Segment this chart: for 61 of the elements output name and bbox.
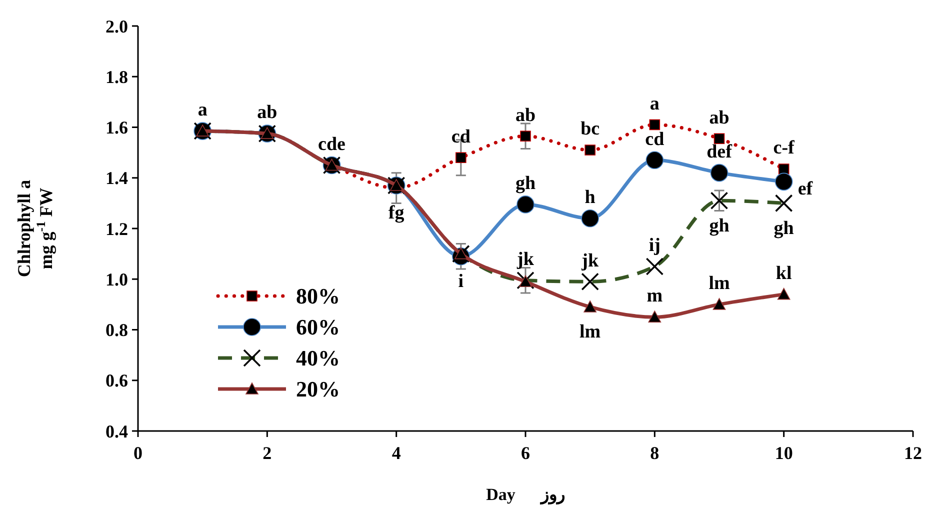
x-axis-title: Day روز xyxy=(486,485,565,505)
legend-label: 20% xyxy=(296,376,340,402)
data-label: fg xyxy=(388,202,405,224)
data-label: lm xyxy=(580,322,601,343)
data-label: a xyxy=(650,93,660,114)
point xyxy=(520,130,531,142)
x-tick-label: 0 xyxy=(134,443,142,463)
y-tick-label: 0.8 xyxy=(106,320,128,340)
point xyxy=(456,152,466,164)
point xyxy=(516,196,534,214)
y-tick-label: 1.8 xyxy=(106,66,128,87)
point xyxy=(646,151,664,170)
point xyxy=(584,300,596,312)
data-label: cd xyxy=(451,126,471,148)
point xyxy=(777,288,790,300)
x-tick-label: 8 xyxy=(650,443,660,463)
legend-label: 80% xyxy=(296,284,340,309)
legend-label: 40% xyxy=(296,346,340,371)
data-label: gh xyxy=(774,218,794,239)
data-label: gh xyxy=(515,173,536,194)
data-label: ef xyxy=(798,178,814,200)
point xyxy=(648,310,662,322)
data-label: c-f xyxy=(773,138,796,159)
x-tick-label: 6 xyxy=(521,443,530,463)
legend-label: 60% xyxy=(296,314,340,340)
data-label: cd xyxy=(645,128,665,150)
data-label: cde xyxy=(318,134,346,155)
point xyxy=(519,275,532,288)
data-label: ab xyxy=(709,107,730,128)
data-label: ij xyxy=(648,235,660,256)
y-tick-label: 1.2 xyxy=(106,218,128,239)
y-tick-label: 1.4 xyxy=(106,168,128,188)
data-label: kl xyxy=(776,262,792,284)
point xyxy=(584,144,596,156)
x-tick-label: 10 xyxy=(774,443,793,463)
point xyxy=(774,172,793,191)
data-label: ab xyxy=(257,102,278,124)
y-tick-label: 0.4 xyxy=(106,421,128,442)
data-label: def xyxy=(706,141,733,162)
data-label: jk xyxy=(516,249,534,270)
point xyxy=(710,164,728,182)
data-label: m xyxy=(646,286,663,307)
y-tick-label: 1.6 xyxy=(106,118,128,138)
y-tick-label: 2.0 xyxy=(106,16,128,36)
data-label: i xyxy=(458,270,464,292)
x-tick-label: 2 xyxy=(262,443,272,463)
x-tick-label: 4 xyxy=(392,443,401,463)
point xyxy=(712,298,726,310)
data-label: jk xyxy=(580,250,599,272)
y-tick-label: 1.0 xyxy=(106,269,128,290)
data-label: h xyxy=(584,187,596,208)
data-label: ab xyxy=(515,104,536,126)
data-label: gh xyxy=(709,215,730,236)
point xyxy=(581,209,599,228)
point xyxy=(649,119,660,130)
data-label: bc xyxy=(580,118,600,140)
data-label: lm xyxy=(708,273,730,294)
data-label: a xyxy=(198,100,208,121)
point xyxy=(714,133,725,144)
y-tick-label: 0.6 xyxy=(106,370,128,391)
x-tick-label: 12 xyxy=(904,443,922,463)
